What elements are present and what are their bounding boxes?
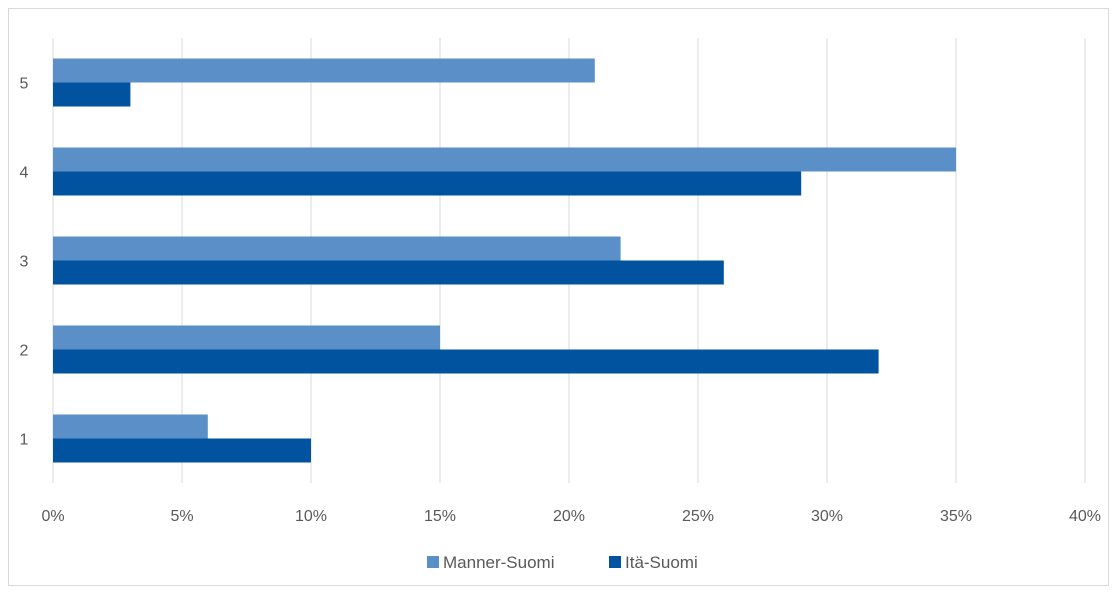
y-tick-label: 3 bbox=[20, 254, 29, 271]
x-tick-label: 10% bbox=[295, 508, 327, 525]
bar-manner-suomi-1 bbox=[53, 414, 208, 439]
y-tick-label: 4 bbox=[20, 165, 29, 182]
y-tick-label: 5 bbox=[20, 76, 29, 93]
bar-manner-suomi-5 bbox=[53, 58, 595, 83]
x-tick-label: 20% bbox=[553, 508, 585, 525]
bar-it-suomi-5 bbox=[53, 82, 131, 107]
x-tick-label: 15% bbox=[424, 508, 456, 525]
chart-frame bbox=[8, 8, 1109, 586]
bar-manner-suomi-3 bbox=[53, 236, 621, 261]
x-tick-label: 35% bbox=[940, 508, 972, 525]
legend-label: Manner-Suomi bbox=[443, 553, 555, 572]
bar-it-suomi-4 bbox=[53, 171, 802, 196]
legend-swatch bbox=[427, 556, 439, 568]
legend-label: Itä-Suomi bbox=[625, 553, 698, 572]
legend-swatch bbox=[609, 556, 621, 568]
bars bbox=[53, 58, 956, 463]
bar-manner-suomi-2 bbox=[53, 325, 440, 350]
bar-it-suomi-3 bbox=[53, 260, 724, 285]
y-tick-label: 1 bbox=[20, 432, 29, 449]
x-tick-label: 25% bbox=[682, 508, 714, 525]
x-tick-label: 5% bbox=[170, 508, 193, 525]
x-tick-label: 0% bbox=[41, 508, 64, 525]
bar-it-suomi-2 bbox=[53, 349, 879, 374]
bar-manner-suomi-4 bbox=[53, 147, 956, 172]
x-tick-label: 40% bbox=[1069, 508, 1101, 525]
y-tick-label: 2 bbox=[20, 343, 29, 360]
legend: Manner-Suomi Itä-Suomi bbox=[427, 553, 698, 572]
x-axis-tick-labels: 0% 5% 10% 15% 20% 25% 30% 35% 40% bbox=[41, 508, 1101, 525]
x-tick-label: 30% bbox=[811, 508, 843, 525]
bar-it-suomi-1 bbox=[53, 438, 311, 463]
y-axis-tick-labels: 1 2 3 4 5 bbox=[20, 76, 29, 449]
